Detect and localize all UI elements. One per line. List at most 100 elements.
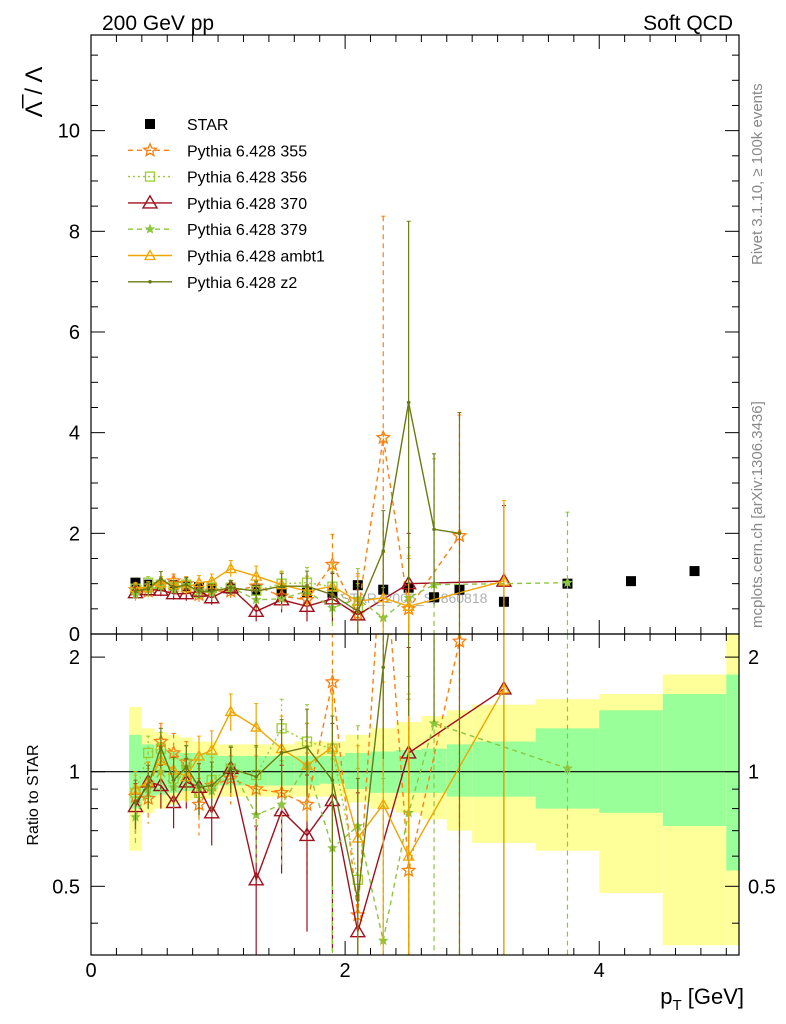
legend-marker	[142, 142, 158, 157]
data-point	[192, 749, 206, 761]
data-point	[375, 429, 391, 445]
data-point	[402, 599, 415, 611]
data-point	[250, 569, 263, 581]
ratio-y-tick-label: 2	[69, 647, 80, 669]
data-point	[254, 589, 258, 594]
data-point	[159, 576, 163, 581]
ratio-y-tick-label: 1	[69, 762, 80, 784]
data-point	[184, 765, 189, 769]
data-point	[324, 673, 341, 689]
data-point	[178, 585, 195, 600]
legend-marker	[144, 223, 156, 234]
legend-marker	[144, 171, 156, 182]
legend-label: Pythia 6.428 379	[187, 222, 307, 239]
analysis-watermark: STAR_2006_S6860818	[341, 590, 488, 606]
y-tick-label: 4	[69, 423, 80, 445]
x-axis-label-unit: [GeV]	[682, 984, 744, 1009]
legend-marker	[148, 280, 152, 284]
data-point	[203, 804, 220, 819]
series-pythia-6-428-356	[130, 693, 363, 955]
data-point	[224, 705, 237, 717]
legend-label: Pythia 6.428 ambt1	[187, 249, 325, 266]
x-tick-label: 4	[594, 960, 605, 982]
data-point	[356, 898, 360, 902]
data-point	[143, 747, 154, 759]
main-panel: 0 2 4 6 8 10 Λ̅ / Λ	[21, 34, 740, 646]
x-axis-label: pT [GeV]	[660, 984, 744, 1014]
data-point	[165, 585, 182, 600]
ratio-y-tick-label-right: 2	[748, 647, 759, 669]
x-axis-label-p: p	[660, 984, 672, 1009]
data-point	[146, 783, 150, 788]
data-point	[402, 849, 415, 861]
data-point	[146, 586, 150, 591]
y-tick-label: 8	[69, 221, 80, 243]
legend-entry: Pythia 6.428 356	[128, 170, 307, 187]
stat-uncertainty-band	[726, 674, 739, 871]
legend-entry: STAR	[145, 117, 228, 134]
legend-label: Pythia 6.428 z2	[187, 275, 297, 292]
series-line	[134, 634, 460, 901]
legend-entry: Pythia 6.428 355	[128, 142, 307, 160]
data-point	[254, 774, 258, 779]
data-point	[330, 592, 335, 597]
legend-label: Pythia 6.428 355	[187, 143, 307, 160]
ratio-axes: 0 2 4 0.5 0.5 1 1 2 2	[52, 634, 776, 982]
x-tick-label: 0	[85, 960, 96, 982]
data-point	[209, 783, 214, 788]
stat-uncertainty-band	[662, 693, 727, 827]
series-pythia-6-428-ambt1	[129, 500, 511, 634]
legend-entry: Pythia 6.428 z2	[128, 275, 297, 292]
data-point	[224, 562, 237, 574]
data-point	[428, 717, 440, 728]
ratio-frame	[90, 633, 740, 956]
data-point	[457, 531, 462, 536]
data-point	[377, 591, 390, 603]
data-point	[330, 778, 335, 782]
data-point	[626, 576, 636, 587]
legend: STAR Pythia 6.428 355 Pythia 6.428 356 Pyth…	[128, 117, 325, 292]
series-pythia-6-428-355	[127, 634, 468, 955]
series-pythia-6-428-355	[127, 215, 468, 634]
y-tick-label: 2	[69, 523, 80, 545]
series-pythia-6-428-z2	[133, 634, 462, 955]
x-tick-label: 2	[340, 960, 351, 982]
data-point	[152, 581, 170, 596]
header-left-label: 200 GeV pp	[102, 12, 214, 35]
data-point	[203, 589, 220, 604]
data-point	[205, 743, 218, 755]
data-point	[247, 871, 265, 886]
mcplots-label: mcplots.cern.ch [arXiv:1306.3436]	[749, 401, 766, 628]
stat-uncertainty-band	[599, 710, 663, 813]
ratio-y-tick-label: 0.5	[52, 876, 80, 898]
data-point	[305, 584, 309, 588]
legend-entry: Pythia 6.428 ambt1	[128, 249, 325, 266]
data-point	[154, 576, 167, 588]
ratio-y-tick-label-right: 0.5	[748, 876, 776, 898]
data-point	[209, 589, 214, 594]
legend-label: Pythia 6.428 356	[187, 170, 307, 187]
data-point	[247, 602, 265, 618]
main-axes: 0 2 4 6 8 10	[58, 35, 739, 646]
ratio-bands	[91, 634, 739, 946]
data-point	[133, 800, 138, 805]
series-line	[135, 437, 461, 617]
series-pythia-6-428-z2	[133, 220, 462, 634]
main-series-layer	[127, 215, 700, 634]
data-point	[377, 798, 390, 810]
data-point	[197, 785, 201, 790]
data-point	[562, 577, 573, 588]
data-point	[432, 527, 436, 532]
data-point	[133, 589, 138, 594]
ratio-panel: 0 2 4 0.5 0.5 1 1 2 2 Ratio to STAR pT [GeV]	[25, 633, 776, 1014]
data-point	[197, 589, 201, 594]
data-point	[406, 400, 411, 405]
legend-label: Pythia 6.428 370	[187, 196, 307, 213]
main-y-axis-label: Λ̅ / Λ	[21, 67, 48, 118]
legend-entry: Pythia 6.428 370	[128, 194, 307, 213]
data-point	[279, 584, 284, 588]
data-point	[171, 778, 176, 782]
data-point	[184, 582, 189, 587]
data-point	[250, 720, 263, 732]
